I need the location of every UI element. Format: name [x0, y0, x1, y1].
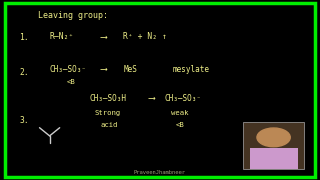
Text: PraveenJhambneer: PraveenJhambneer [134, 170, 186, 175]
Text: mesylate: mesylate [173, 65, 210, 74]
Text: 1.: 1. [19, 33, 29, 42]
Text: Strong: Strong [94, 109, 121, 116]
Bar [250, 148, 298, 169]
Circle shape [257, 128, 290, 147]
Text: ⟶: ⟶ [149, 93, 155, 103]
Text: 2.: 2. [19, 68, 29, 76]
Text: weak: weak [171, 109, 189, 116]
Text: R⁺ + N₂ ↑: R⁺ + N₂ ↑ [123, 32, 167, 41]
Text: CH₃–SO₃⁻: CH₃–SO₃⁻ [165, 94, 202, 103]
Text: CH₃–SO₃⁻: CH₃–SO₃⁻ [50, 65, 87, 74]
Text: ⟶: ⟶ [101, 32, 107, 42]
Text: R—N₂⁺: R—N₂⁺ [50, 32, 74, 41]
Text: <B: <B [67, 79, 76, 85]
Text: acid: acid [101, 122, 118, 128]
Bar [243, 122, 304, 169]
Text: ⟶: ⟶ [101, 64, 107, 74]
Text: 3.: 3. [19, 116, 29, 125]
Text: Leaving group:: Leaving group: [38, 11, 108, 20]
Text: MeS: MeS [123, 65, 137, 74]
Text: CH₃–SO₃H: CH₃–SO₃H [90, 94, 127, 103]
Text: <B: <B [175, 122, 184, 128]
